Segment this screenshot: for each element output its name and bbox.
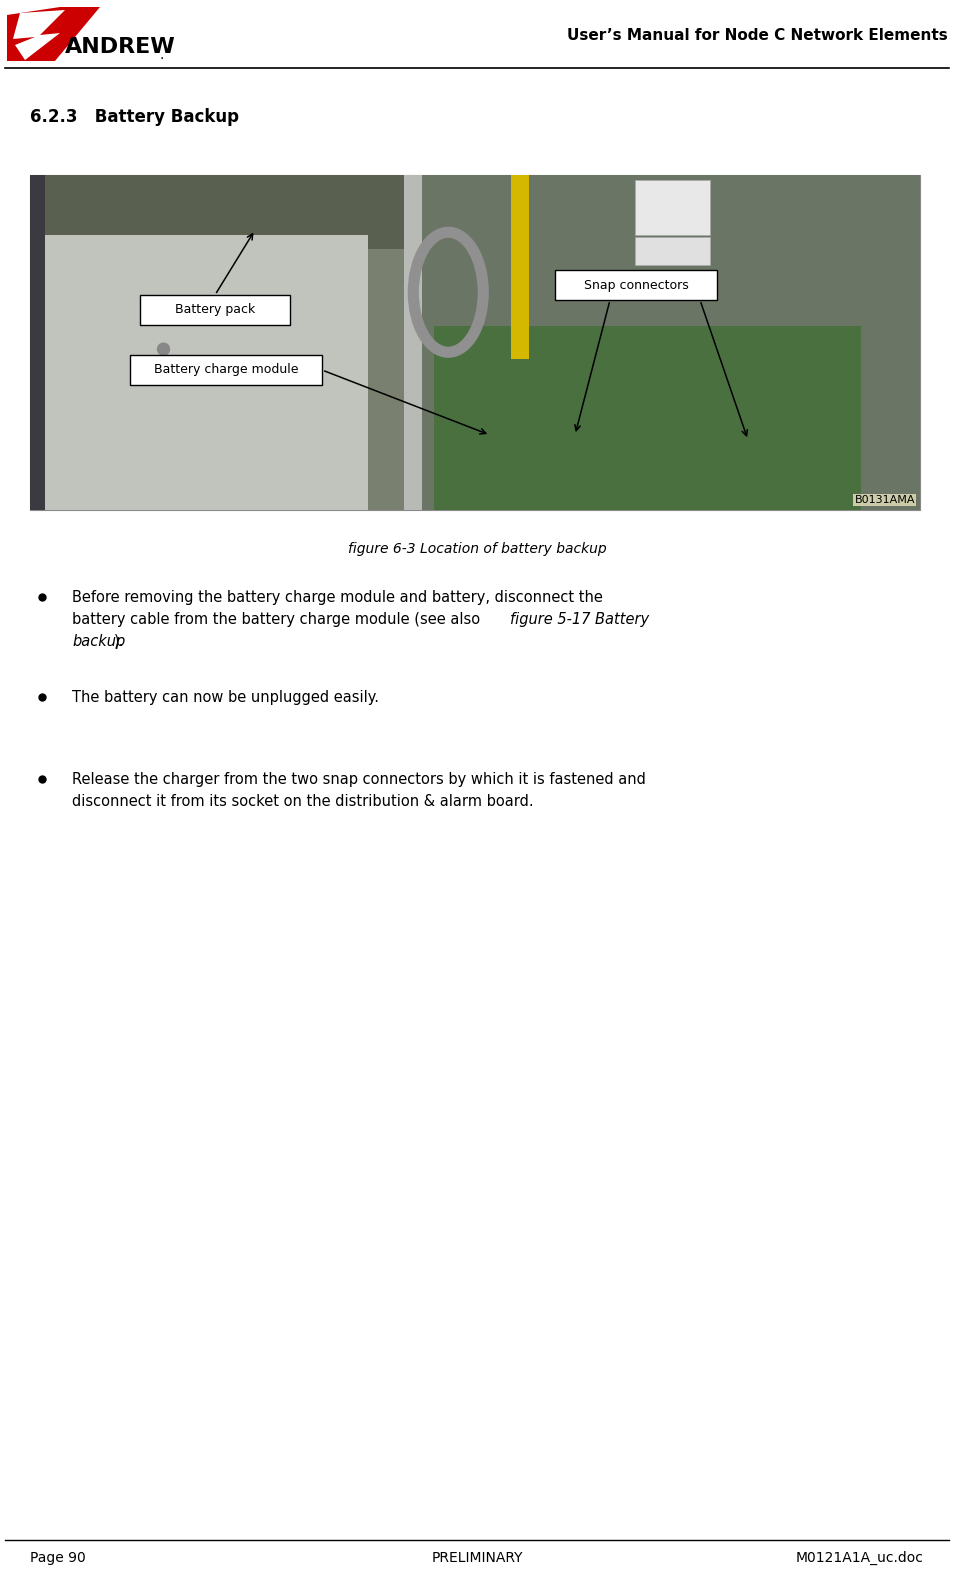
Bar [510,175,528,359]
Circle shape [157,343,170,356]
Text: Page 90: Page 90 [30,1550,86,1565]
Text: disconnect it from its socket on the distribution & alarm board.: disconnect it from its socket on the dis… [71,793,533,809]
Bar [30,175,919,510]
Text: backup: backup [71,634,125,648]
Bar [635,238,709,264]
Text: ).: ). [113,634,124,648]
Bar [30,175,919,249]
Text: PRELIMINARY: PRELIMINARY [431,1550,522,1565]
Text: Battery pack: Battery pack [174,304,254,316]
Bar [555,271,717,301]
Text: battery cable from the battery charge module (see also: battery cable from the battery charge mo… [71,612,484,626]
Polygon shape [13,9,65,60]
Text: Release the charger from the two snap connectors by which it is fastened and: Release the charger from the two snap co… [71,771,645,787]
Text: Snap connectors: Snap connectors [583,279,688,291]
Text: figure 6-3 Location of battery backup: figure 6-3 Location of battery backup [347,541,606,556]
Polygon shape [7,6,100,61]
Text: M0121A1A_uc.doc: M0121A1A_uc.doc [796,1550,923,1565]
Text: ANDREW: ANDREW [65,38,175,57]
Text: User’s Manual for Node C Network Elements: User’s Manual for Node C Network Element… [567,27,947,42]
Bar [635,179,709,235]
Text: 6.2.3   Battery Backup: 6.2.3 Battery Backup [30,109,239,126]
Text: Battery charge module: Battery charge module [153,364,298,376]
Text: Before removing the battery charge module and battery, disconnect the: Before removing the battery charge modul… [71,590,602,604]
Bar [140,294,290,324]
Bar [30,235,368,510]
Bar [421,175,919,510]
Bar [130,356,322,386]
Bar [30,175,45,510]
Bar [434,326,861,510]
Text: .: . [160,47,164,61]
Text: B0131AMA: B0131AMA [854,494,914,505]
Text: The battery can now be unplugged easily.: The battery can now be unplugged easily. [71,689,378,705]
Text: figure 5-17 Battery: figure 5-17 Battery [510,612,648,626]
Bar [403,175,421,510]
